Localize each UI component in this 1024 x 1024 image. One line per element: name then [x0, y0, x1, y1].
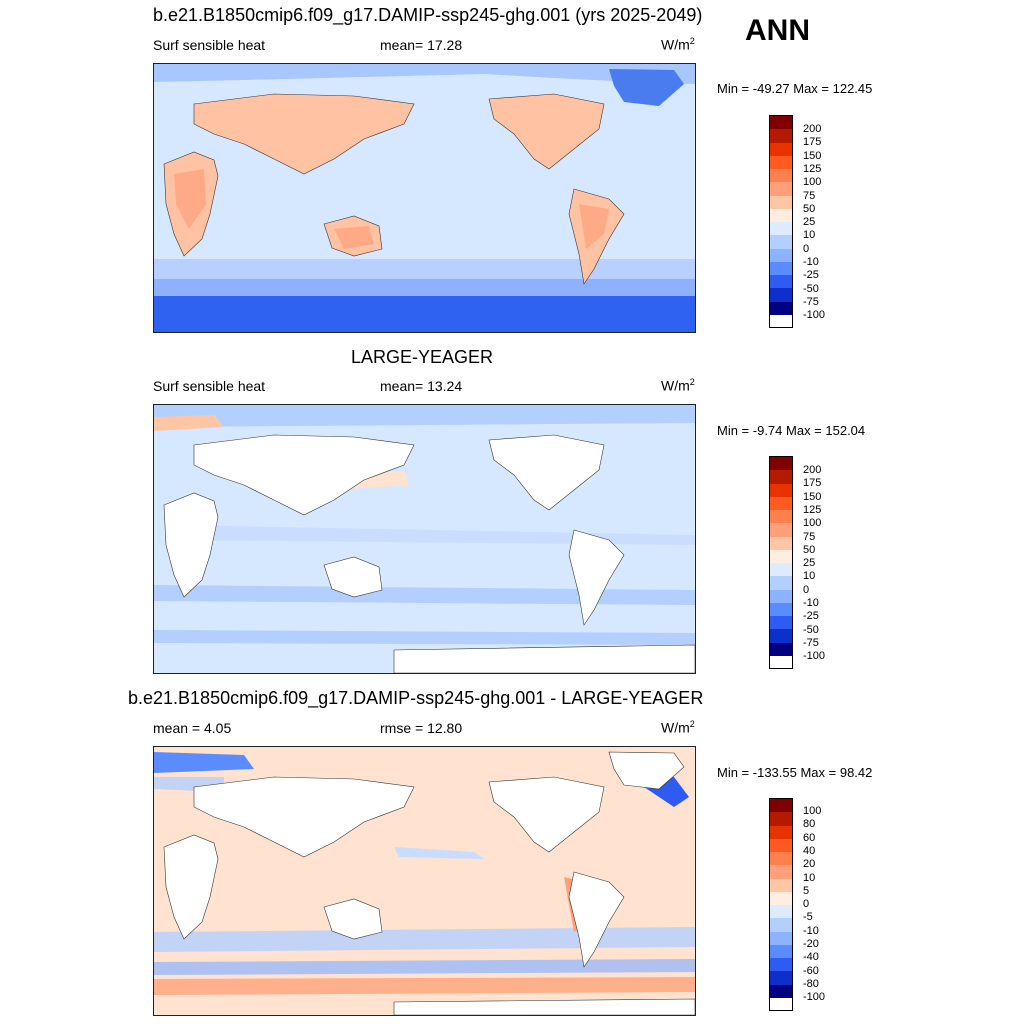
cbar-label: 125 [803, 503, 822, 516]
panel2-variable-label: Surf sensible heat [153, 378, 266, 394]
cbar-label: -40 [803, 951, 819, 964]
panel1-title: b.e21.B1850cmip6.f09_g17.DAMIP-ssp245-gh… [153, 5, 703, 25]
cbar-label: -60 [803, 964, 819, 977]
panel3-units: W/m2 [661, 719, 695, 736]
cbar-label: 0 [803, 898, 810, 911]
cbar-label: -25 [803, 269, 819, 282]
cbar-label: 100 [803, 176, 822, 189]
panel2-title: LARGE-YEAGER [351, 347, 494, 367]
cbar-label: -100 [803, 991, 826, 1004]
cbar-label: 75 [803, 189, 816, 202]
panel2-minmax: Min = -9.74 Max = 152.04 [717, 423, 866, 438]
cbar-label: 80 [803, 818, 816, 831]
cbar-label: -75 [803, 295, 819, 308]
season-label: ANN [745, 14, 810, 47]
panel3-rmse-label: rmse = 12.80 [380, 720, 463, 736]
panel2-mean-label: mean= 13.24 [380, 378, 463, 394]
cbar-label: -25 [803, 610, 819, 623]
panel1-variable-label: Surf sensible heat [153, 37, 266, 53]
cbar-label: 10 [803, 871, 816, 884]
panel2-colorbar-labels: 200 175 150 125 100 75 50 25 10 0 -10 -2… [803, 465, 843, 665]
panel3-minmax: Min = -133.55 Max = 98.42 [717, 765, 873, 780]
cbar-label: 50 [803, 202, 816, 215]
cbar-label: 125 [803, 162, 822, 175]
cbar-label: 150 [803, 490, 822, 503]
cbar-label: 100 [803, 805, 822, 817]
panel1-minmax: Min = -49.27 Max = 122.45 [717, 81, 873, 96]
cbar-label: 175 [803, 136, 822, 149]
panel2-units: W/m2 [661, 377, 695, 394]
panel1-colorbar-labels: 200 175 150 125 100 75 50 25 10 0 -10 -2… [803, 124, 843, 324]
cbar-label: -10 [803, 597, 819, 609]
cbar-label: 5 [803, 884, 810, 897]
cbar-label: -5 [803, 911, 813, 924]
panel3-colorbar-labels: 100 80 60 40 20 10 5 0 -5 -10 -20 -40 -6… [803, 806, 843, 1006]
cbar-label: 40 [803, 844, 816, 857]
cbar-label: 60 [803, 831, 816, 844]
cbar-label: -75 [803, 636, 819, 649]
cbar-label: -80 [803, 977, 819, 990]
panel1-units: W/m2 [661, 36, 695, 53]
panel1-mean-label: mean= 17.28 [380, 37, 463, 53]
cbar-label: 25 [803, 557, 816, 570]
cbar-label: -100 [803, 650, 826, 663]
cbar-label: 25 [803, 216, 816, 229]
cbar-label: 10 [803, 229, 816, 242]
cbar-label: -10 [803, 256, 819, 268]
cbar-label: 175 [803, 477, 822, 490]
cbar-label: 200 [803, 464, 822, 476]
panel1-colorbar [769, 115, 793, 328]
panel1-map [153, 63, 696, 333]
cbar-label: 10 [803, 570, 816, 583]
cbar-label: 75 [803, 530, 816, 543]
cbar-label: 200 [803, 123, 822, 135]
cbar-label: 0 [803, 242, 810, 255]
cbar-label: -50 [803, 282, 819, 295]
panel2-map [153, 404, 696, 674]
panel3-title: b.e21.B1850cmip6.f09_g17.DAMIP-ssp245-gh… [128, 688, 704, 708]
cbar-label: -50 [803, 623, 819, 636]
cbar-label: 100 [803, 517, 822, 530]
cbar-label: 150 [803, 149, 822, 162]
cbar-label: 20 [803, 858, 816, 871]
cbar-label: -10 [803, 924, 819, 937]
cbar-label: 50 [803, 543, 816, 556]
cbar-label: 0 [803, 583, 810, 596]
cbar-label: -100 [803, 309, 826, 322]
panel3-colorbar [769, 798, 793, 1011]
panel2-colorbar [769, 456, 793, 669]
panel3-map [153, 746, 696, 1016]
cbar-label: -20 [803, 938, 819, 950]
panel3-mean-label: mean = 4.05 [153, 720, 232, 736]
